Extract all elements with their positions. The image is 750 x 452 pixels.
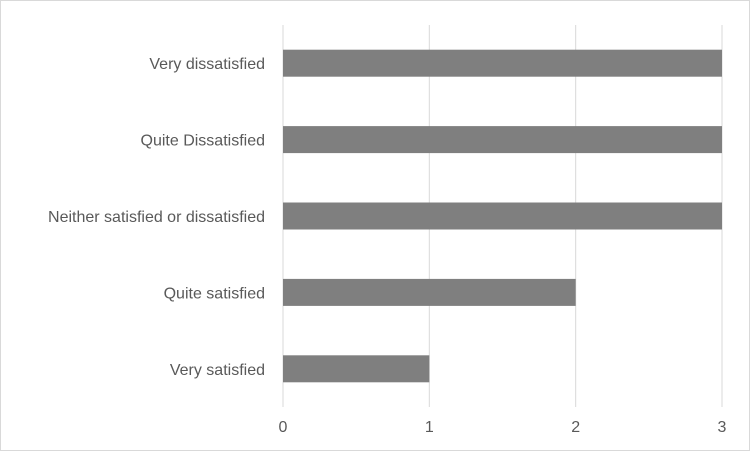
bars — [283, 49, 722, 383]
category-label: Quite satisfied — [164, 285, 265, 302]
category-label: Neither satisfied or dissatisfied — [48, 209, 265, 226]
bar — [283, 355, 430, 383]
x-axis-tick-labels: 0 1 2 3 — [279, 419, 727, 436]
x-tick-label: 3 — [718, 419, 727, 436]
category-label: Very dissatisfied — [149, 56, 265, 73]
category-label: Quite Dissatisfied — [141, 133, 266, 150]
x-tick-label: 1 — [425, 419, 434, 436]
x-tick-label: 2 — [571, 419, 580, 436]
x-tick-label: 0 — [279, 419, 288, 436]
category-labels: Very dissatisfied Quite Dissatisfied Neith… — [48, 56, 265, 379]
category-label: Very satisfied — [170, 362, 265, 379]
bar — [283, 202, 722, 230]
bar — [283, 126, 722, 154]
bar — [283, 278, 576, 306]
bar — [283, 49, 722, 77]
